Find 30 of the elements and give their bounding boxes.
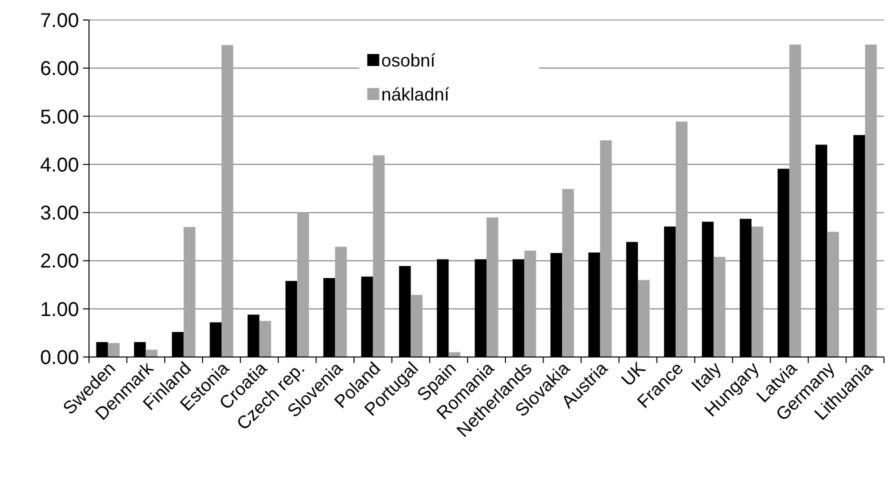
y-tick-label: 4.00 — [40, 154, 79, 176]
y-tick-label: 6.00 — [40, 58, 79, 80]
bar — [448, 352, 460, 357]
bar — [372, 155, 385, 357]
bar — [676, 122, 688, 357]
bar — [600, 140, 612, 357]
y-tick-label: 3.00 — [40, 202, 79, 225]
bar — [222, 45, 234, 357]
bar — [752, 226, 764, 357]
bar — [714, 256, 726, 357]
bar — [562, 188, 574, 357]
bar — [108, 343, 120, 357]
y-tick-label: 2.00 — [40, 250, 79, 273]
y-tick-label: 1.00 — [40, 298, 79, 321]
bar — [335, 246, 347, 357]
y-tick-label: 7.00 — [40, 10, 79, 32]
bar — [259, 320, 272, 357]
bar — [486, 217, 498, 357]
bar — [827, 232, 839, 357]
legend-label: nákladní — [381, 84, 450, 104]
bar — [410, 294, 423, 357]
y-tick-label: 5.00 — [40, 106, 79, 128]
bar — [297, 212, 309, 357]
bar — [638, 280, 650, 357]
bar — [184, 227, 196, 357]
bar — [865, 44, 877, 357]
y-tick-label: 0.00 — [40, 347, 79, 369]
bar — [524, 250, 536, 357]
legend-label: osobní — [381, 50, 436, 70]
bar — [789, 44, 802, 357]
